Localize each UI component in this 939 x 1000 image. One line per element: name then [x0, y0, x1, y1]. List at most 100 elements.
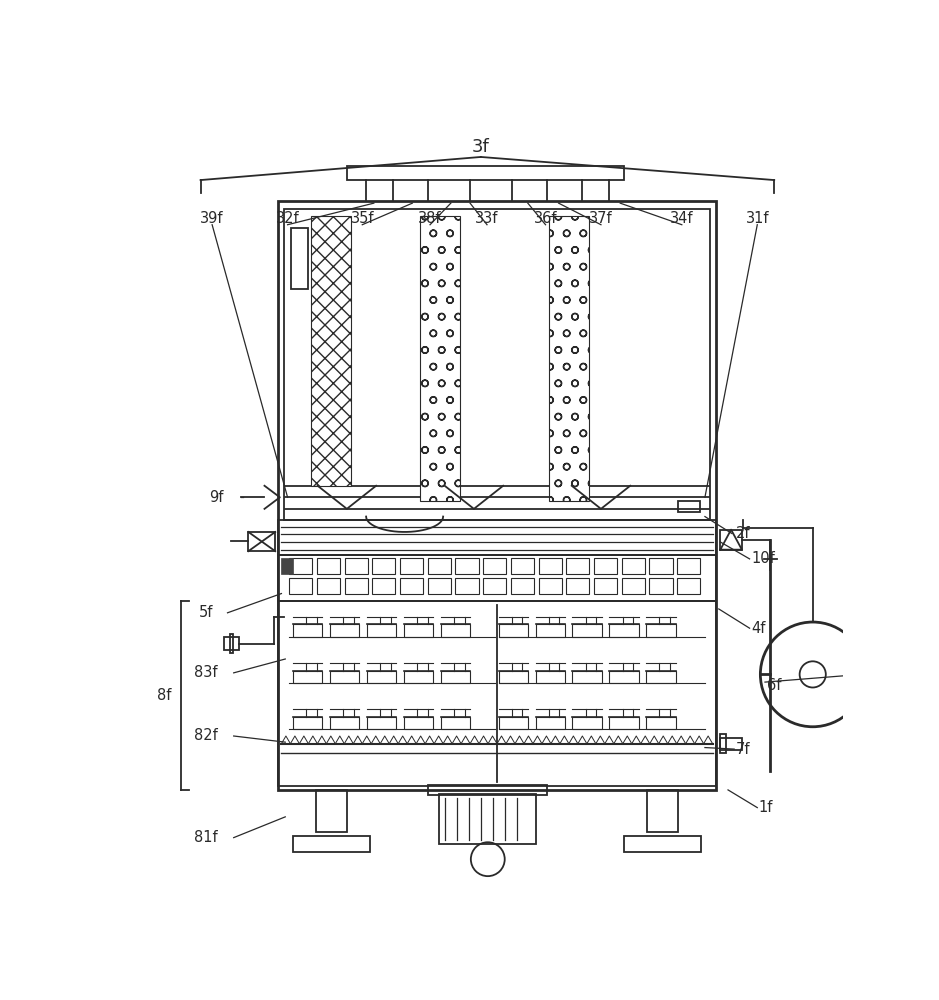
Bar — [311, 216, 351, 486]
Bar — [420, 216, 460, 501]
Bar — [428, 558, 451, 574]
Bar — [594, 578, 617, 594]
Bar — [278, 555, 716, 601]
Bar — [535, 671, 564, 683]
Bar — [609, 671, 639, 683]
Bar — [316, 558, 340, 574]
Bar — [622, 558, 645, 574]
Bar — [573, 717, 602, 729]
Bar — [535, 624, 564, 637]
Bar — [428, 785, 547, 795]
Bar — [230, 634, 233, 653]
Bar — [367, 717, 396, 729]
Text: 9f: 9f — [208, 490, 223, 505]
Bar — [499, 717, 528, 729]
Bar — [573, 624, 602, 637]
Bar — [624, 836, 701, 852]
Bar — [499, 671, 528, 683]
Bar — [677, 558, 700, 574]
Bar — [609, 717, 639, 729]
Text: 39f: 39f — [200, 211, 223, 226]
Text: 37f: 37f — [589, 211, 613, 226]
Bar — [372, 578, 395, 594]
Bar — [291, 228, 308, 289]
Bar — [646, 624, 676, 637]
Bar — [720, 530, 742, 550]
Bar — [440, 671, 470, 683]
Text: 36f: 36f — [533, 211, 557, 226]
Bar — [330, 717, 360, 729]
Text: 31f: 31f — [746, 211, 769, 226]
Bar — [404, 671, 433, 683]
Bar — [293, 671, 322, 683]
Bar — [455, 558, 479, 574]
Bar — [289, 558, 313, 574]
Bar — [293, 717, 322, 729]
Text: 34f: 34f — [670, 211, 694, 226]
Text: 81f: 81f — [194, 830, 218, 845]
Bar — [511, 558, 534, 574]
Bar — [400, 578, 423, 594]
Text: 33f: 33f — [475, 211, 499, 226]
Text: 6f: 6f — [766, 678, 781, 693]
Bar — [289, 578, 313, 594]
Bar — [248, 532, 275, 551]
Bar — [511, 578, 534, 594]
Bar — [720, 734, 727, 753]
Text: 1f: 1f — [759, 800, 773, 815]
Bar — [345, 558, 368, 574]
Bar — [316, 578, 340, 594]
Bar — [293, 624, 322, 637]
Bar — [647, 790, 678, 832]
Text: 10f: 10f — [751, 551, 775, 566]
Text: 38f: 38f — [418, 211, 441, 226]
Text: 32f: 32f — [276, 211, 300, 226]
Bar — [439, 794, 535, 844]
Bar — [566, 578, 590, 594]
Bar — [330, 671, 360, 683]
Bar — [330, 624, 360, 637]
Bar — [440, 717, 470, 729]
Bar — [372, 558, 395, 574]
Bar — [573, 671, 602, 683]
Text: 2f: 2f — [736, 526, 750, 541]
Bar — [539, 578, 562, 594]
Bar — [677, 578, 700, 594]
Bar — [566, 558, 590, 574]
Bar — [428, 578, 451, 594]
Bar — [278, 520, 716, 555]
Bar — [400, 558, 423, 574]
Bar — [278, 201, 716, 790]
Bar — [499, 624, 528, 637]
Bar — [367, 671, 396, 683]
Text: 7f: 7f — [736, 742, 750, 757]
Text: 5f: 5f — [199, 605, 213, 620]
Bar — [345, 578, 368, 594]
Bar — [367, 624, 396, 637]
Bar — [404, 624, 433, 637]
Bar — [535, 717, 564, 729]
Bar — [678, 501, 700, 512]
Bar — [284, 209, 710, 520]
Bar — [293, 836, 370, 852]
Bar — [278, 601, 716, 786]
Bar — [346, 166, 624, 180]
Bar — [622, 578, 645, 594]
Text: 3f: 3f — [472, 138, 490, 156]
Text: 4f: 4f — [751, 621, 765, 636]
Bar — [282, 558, 293, 574]
Text: 8f: 8f — [157, 688, 172, 703]
Bar — [720, 738, 742, 750]
Text: 35f: 35f — [350, 211, 374, 226]
Bar — [650, 558, 672, 574]
Bar — [404, 717, 433, 729]
Bar — [646, 717, 676, 729]
Bar — [316, 790, 346, 832]
Bar — [539, 558, 562, 574]
Bar — [440, 624, 470, 637]
Bar — [455, 578, 479, 594]
Bar — [594, 558, 617, 574]
Bar — [484, 558, 506, 574]
Bar — [646, 671, 676, 683]
Text: 82f: 82f — [194, 728, 218, 744]
